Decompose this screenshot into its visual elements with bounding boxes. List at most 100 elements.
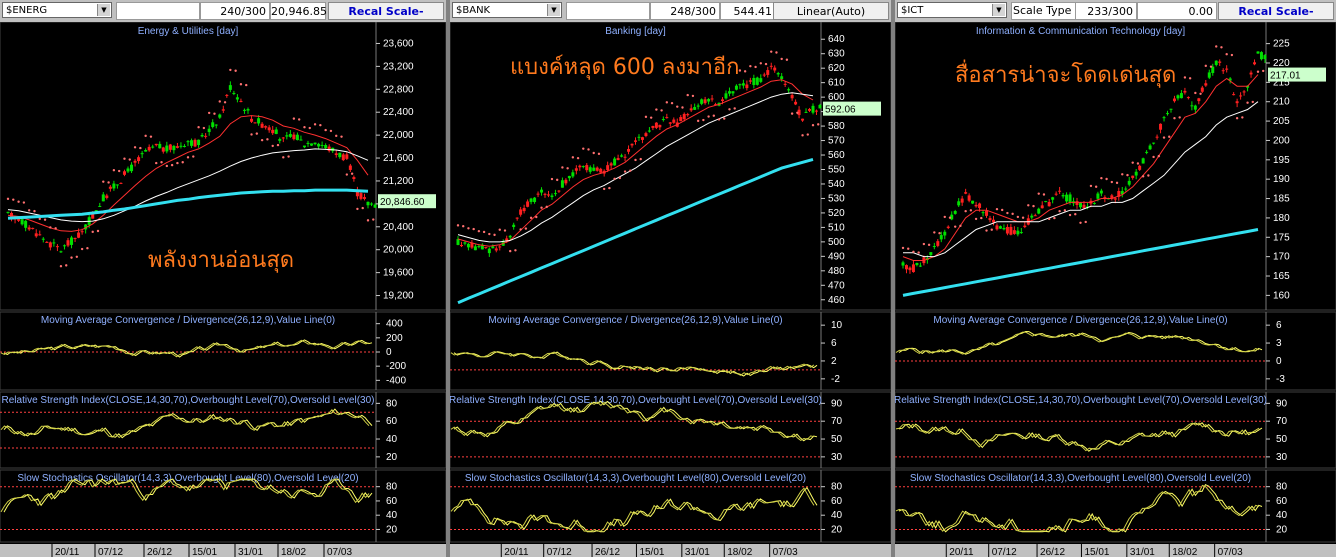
- candle-body: [1120, 191, 1124, 195]
- candle-body: [560, 180, 564, 188]
- candle-body: [1204, 83, 1208, 86]
- indicator-tick-label: 90: [1276, 398, 1288, 409]
- price-tick-label: 20,000: [383, 245, 414, 256]
- chevron-down-icon[interactable]: ▼: [547, 4, 560, 16]
- scale-button[interactable]: Recal Scale-Linear: [328, 2, 444, 36]
- candle-body: [278, 139, 282, 141]
- date-label: 07/12: [547, 547, 572, 557]
- sar-dot: [1168, 135, 1171, 138]
- symbol-select[interactable]: $BANK ▼: [452, 2, 562, 18]
- indicator-tick-label: 60: [386, 496, 398, 507]
- candle-body: [700, 99, 704, 104]
- candle-body: [66, 240, 70, 246]
- indicator-tick-label: 60: [1276, 496, 1288, 507]
- date-label: 31/01: [238, 547, 263, 557]
- sar-dot: [608, 186, 611, 190]
- indicator-tick-label: 80: [1276, 482, 1288, 493]
- sar-dot: [477, 229, 481, 233]
- date-label: 18/02: [1172, 547, 1197, 557]
- candle-body: [585, 165, 589, 171]
- price-tick-label: 165: [1273, 271, 1290, 282]
- candle-body: [1009, 226, 1013, 235]
- candle-body: [529, 198, 533, 202]
- sar-dot: [250, 133, 253, 136]
- chart-canvas: Energy & Utilities [day] 23,600 23,200 22,8…: [0, 22, 446, 557]
- candle-body: [257, 118, 261, 124]
- candle-body: [105, 195, 109, 198]
- price-tick-label: 190: [1273, 174, 1290, 185]
- sar-dot: [623, 170, 627, 173]
- candle-body: [609, 163, 613, 166]
- candle-body: [211, 122, 215, 127]
- candle-body: [242, 109, 246, 111]
- candle-body: [644, 133, 648, 137]
- candle-body: [988, 218, 992, 221]
- candle-body: [1155, 136, 1159, 138]
- candle-body: [804, 111, 808, 113]
- candle-body: [533, 197, 537, 203]
- candle-body: [991, 219, 995, 223]
- indicator-title: Moving Average Convergence / Divergence(…: [41, 315, 335, 326]
- sar-dot: [817, 123, 820, 126]
- scale-type-label: Scale Type: [1013, 4, 1072, 17]
- sar-dot: [723, 117, 726, 120]
- sar-dot: [1063, 209, 1067, 212]
- candle-body: [299, 139, 303, 141]
- candle-body: [647, 130, 651, 132]
- candle-body: [1117, 191, 1121, 197]
- sar-dot: [313, 123, 317, 126]
- candle-body: [1169, 108, 1173, 110]
- candle-body: [794, 101, 798, 105]
- candle-body: [355, 190, 359, 197]
- candle-body: [776, 73, 780, 75]
- price-tick-label: 19,200: [383, 291, 414, 302]
- candle-body: [651, 125, 655, 128]
- sar-dot: [181, 161, 184, 164]
- candle-body: [151, 146, 155, 148]
- indicator-tick-label: -200: [386, 361, 406, 372]
- sar-dot: [1178, 116, 1181, 119]
- chevron-down-icon[interactable]: ▼: [992, 4, 1005, 16]
- sar-dot: [102, 180, 105, 183]
- sar-dot: [749, 64, 752, 68]
- candle-body: [6, 211, 10, 213]
- price-tick-label: 480: [828, 266, 845, 277]
- candle-body: [207, 128, 211, 133]
- candle-body: [1127, 180, 1131, 185]
- candle-body: [1113, 198, 1117, 200]
- symbol-select[interactable]: $ICT ▼: [897, 2, 1007, 18]
- sar-dot: [764, 62, 768, 66]
- candle-body: [762, 74, 766, 76]
- candle-body: [814, 110, 818, 112]
- candle-body: [1172, 98, 1176, 102]
- sar-dot: [770, 50, 773, 53]
- chart-annotation: แบงค์หลุด 600 ลงมาอีก: [510, 55, 739, 80]
- sar-dot: [1121, 173, 1124, 176]
- sar-dot: [535, 215, 538, 219]
- candle-body: [1065, 194, 1069, 202]
- candle-body: [971, 200, 975, 204]
- candle-body: [672, 119, 676, 123]
- scale-button[interactable]: Linear(Auto): [773, 2, 889, 20]
- sar-dot: [1235, 117, 1239, 120]
- sar-dot: [38, 217, 41, 221]
- candle-body: [133, 160, 137, 163]
- scale-button[interactable]: Recal Scale-Linear: [1218, 2, 1334, 36]
- sar-dot: [223, 101, 227, 104]
- price-tick-label: 20,400: [383, 222, 414, 233]
- candle-body: [661, 119, 665, 121]
- sar-dot: [545, 205, 548, 209]
- candle-body: [1214, 60, 1218, 65]
- symbol-select[interactable]: $ENERG ▼: [2, 2, 112, 18]
- sar-dot: [1215, 45, 1218, 48]
- chevron-down-icon[interactable]: ▼: [97, 4, 110, 16]
- indicator-tick-label: 40: [386, 510, 398, 521]
- sar-dot: [1000, 208, 1004, 212]
- candle-body: [908, 267, 912, 271]
- date-label: 20/11: [949, 547, 974, 557]
- candle-body: [487, 248, 491, 254]
- date-label: 20/11: [55, 547, 80, 557]
- candle-body: [112, 183, 116, 189]
- indicator-title: Moving Average Convergence / Divergence(…: [933, 315, 1227, 326]
